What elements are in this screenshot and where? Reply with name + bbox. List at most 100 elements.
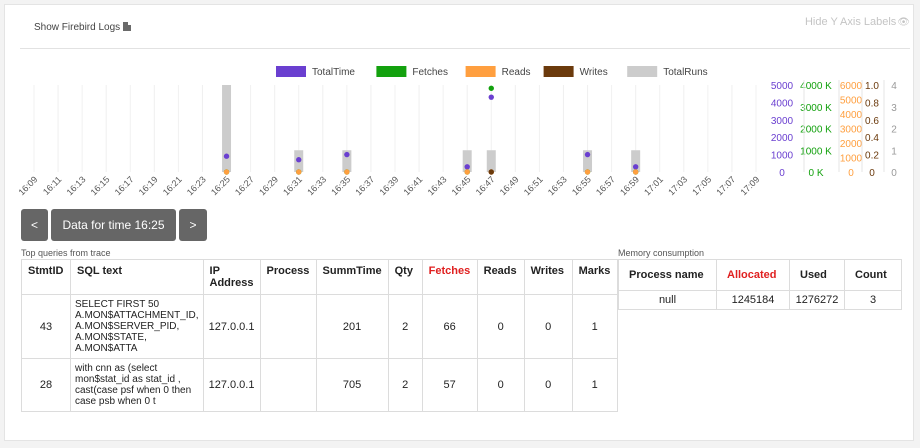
- x-tick-label: 16:43: [426, 174, 449, 197]
- point-reads: [296, 169, 302, 175]
- x-tick-label: 16:33: [305, 174, 328, 197]
- y-tick-label-totaltime: 1000: [771, 151, 794, 162]
- x-tick-label: 16:51: [522, 174, 545, 197]
- point-totaltime: [488, 94, 494, 100]
- show-logs-label: Show Firebird Logs: [34, 22, 121, 33]
- current-time-button[interactable]: Data for time 16:25: [51, 209, 176, 241]
- y-tick-label-fetches: 1000 K: [800, 146, 832, 157]
- legend-swatch-totaltime: [276, 66, 306, 77]
- col-used: Used: [789, 259, 845, 291]
- bar-totalruns: [631, 150, 641, 172]
- top-queries-table: StmtID SQL text IP Address Process SummT…: [21, 259, 618, 412]
- point-reads: [223, 169, 230, 175]
- x-tick-label: 16:09: [16, 174, 39, 197]
- x-tick-label: 16:53: [546, 174, 569, 197]
- y-tick-label-fetches: 4000 K: [800, 81, 832, 92]
- point-totaltime: [296, 157, 302, 163]
- y-tick-label-writes: 1.0: [865, 81, 879, 92]
- y-tick-label-totalruns: 3: [891, 103, 897, 114]
- point-totaltime: [584, 151, 591, 158]
- reads-cell: 0: [476, 294, 525, 359]
- x-tick-label: 16:23: [185, 174, 208, 197]
- bar-totalruns: [583, 150, 593, 172]
- y-tick-label-totalruns: 1: [891, 146, 897, 157]
- y-tick-label-reads: 6000: [840, 81, 863, 92]
- y-tick-label-writes: 0: [869, 168, 875, 179]
- y-tick-label-fetches: 2000 K: [800, 125, 832, 136]
- point-totaltime: [632, 164, 639, 170]
- allocated-cell: 1245184: [716, 290, 790, 310]
- y-tick-label-totaltime: 5000: [771, 81, 794, 92]
- x-tick-label: 16:15: [89, 174, 112, 197]
- stmtid-cell: 28: [21, 358, 71, 412]
- legend-swatch-reads: [465, 66, 496, 77]
- col-process-name: Process name: [618, 259, 717, 291]
- summtime-cell: 705: [315, 358, 389, 412]
- x-tick-label: 16:39: [377, 174, 400, 197]
- col-process: Process: [259, 259, 317, 295]
- hide-y-axis-label: Hide Y Axis Labels: [804, 16, 897, 28]
- count-cell: 3: [844, 290, 902, 310]
- col-allocated[interactable]: Allocated: [716, 259, 790, 291]
- used-cell: 1276272: [789, 290, 845, 310]
- col-fetches[interactable]: Fetches: [421, 259, 478, 295]
- legend-label-reads: Reads: [502, 67, 531, 78]
- y-tick-label-reads: 3000: [840, 125, 863, 136]
- x-tick-label: 16:27: [233, 174, 256, 197]
- next-time-button[interactable]: >: [179, 209, 207, 241]
- ip-cell: 127.0.0.1: [202, 358, 261, 412]
- point-reads: [632, 169, 639, 175]
- col-qty: Qty: [387, 259, 423, 295]
- prev-time-button[interactable]: <: [21, 209, 48, 241]
- x-tick-label: 16:47: [474, 174, 497, 197]
- memory-caption: Memory consumption: [618, 248, 705, 258]
- legend-label-totalruns: TotalRuns: [663, 67, 707, 78]
- y-tick-label-reads: 1000: [840, 154, 863, 165]
- point-reads: [584, 169, 591, 175]
- reads-cell: 0: [476, 358, 525, 412]
- legend-swatch-writes: [543, 66, 574, 77]
- bar-totalruns: [462, 150, 472, 172]
- x-tick-label: 16:41: [401, 174, 424, 197]
- x-tick-label: 16:57: [594, 174, 617, 197]
- sql-text-cell: SELECT FIRST 50 A.MON$ATTACHMENT_ID, A.M…: [70, 294, 204, 359]
- x-tick-label: 16:13: [65, 174, 88, 197]
- x-tick-label: 16:21: [161, 174, 184, 197]
- y-tick-label-totalruns: 2: [891, 125, 897, 136]
- y-tick-label-writes: 0.2: [865, 151, 879, 162]
- x-tick-label: 16:17: [113, 174, 136, 197]
- table-row[interactable]: null 1245184 1276272 3: [618, 290, 902, 310]
- y-tick-label-totaltime: 4000: [771, 98, 794, 109]
- memory-table: Process name Allocated Used Count null 1…: [618, 259, 902, 310]
- legend-swatch-fetches: [376, 66, 407, 77]
- y-tick-label-writes: 0.8: [865, 98, 879, 109]
- show-firebird-logs-link[interactable]: Show Firebird Logs: [34, 22, 132, 33]
- y-tick-label-writes: 0.4: [865, 133, 879, 144]
- qty-cell: 2: [387, 294, 423, 359]
- trace-chart[interactable]: TotalTime Fetches Reads Writes TotalRuns 16:0…: [4, 60, 904, 206]
- sql-text-cell: with cnn as (select mon$stat_id as stat_…: [70, 358, 204, 412]
- marks-cell: 1: [571, 294, 618, 359]
- x-tick-label: 16:11: [41, 174, 64, 197]
- fetches-cell: 57: [421, 358, 478, 412]
- y-tick-label-totalruns: 4: [891, 81, 897, 92]
- memory-header-row: Process name Allocated Used Count: [618, 259, 902, 291]
- col-count: Count: [844, 259, 902, 291]
- hide-y-axis-labels-toggle[interactable]: Hide Y Axis Labels👁: [805, 16, 910, 28]
- x-tick-label: 16:49: [498, 174, 521, 197]
- col-marks: Marks: [571, 259, 618, 295]
- x-tick-label: 17:09: [738, 174, 761, 197]
- bar-totalruns: [222, 85, 232, 172]
- col-summtime: SummTime: [315, 259, 389, 295]
- col-writes: Writes: [523, 259, 573, 295]
- legend-label-writes: Writes: [580, 67, 608, 78]
- x-tick-label: 17:03: [666, 174, 689, 197]
- table-row[interactable]: 28 with cnn as (select mon$stat_id as st…: [21, 358, 618, 412]
- x-tick-label: 17:05: [690, 174, 713, 197]
- y-tick-label-reads: 2000: [840, 139, 863, 150]
- stmtid-cell: 43: [21, 294, 71, 359]
- col-sql-text: SQL text: [70, 259, 204, 295]
- legend-label-totaltime: TotalTime: [312, 67, 355, 78]
- table-row[interactable]: 43 SELECT FIRST 50 A.MON$ATTACHMENT_ID, …: [21, 294, 618, 359]
- x-tick-label: 16:37: [353, 174, 376, 197]
